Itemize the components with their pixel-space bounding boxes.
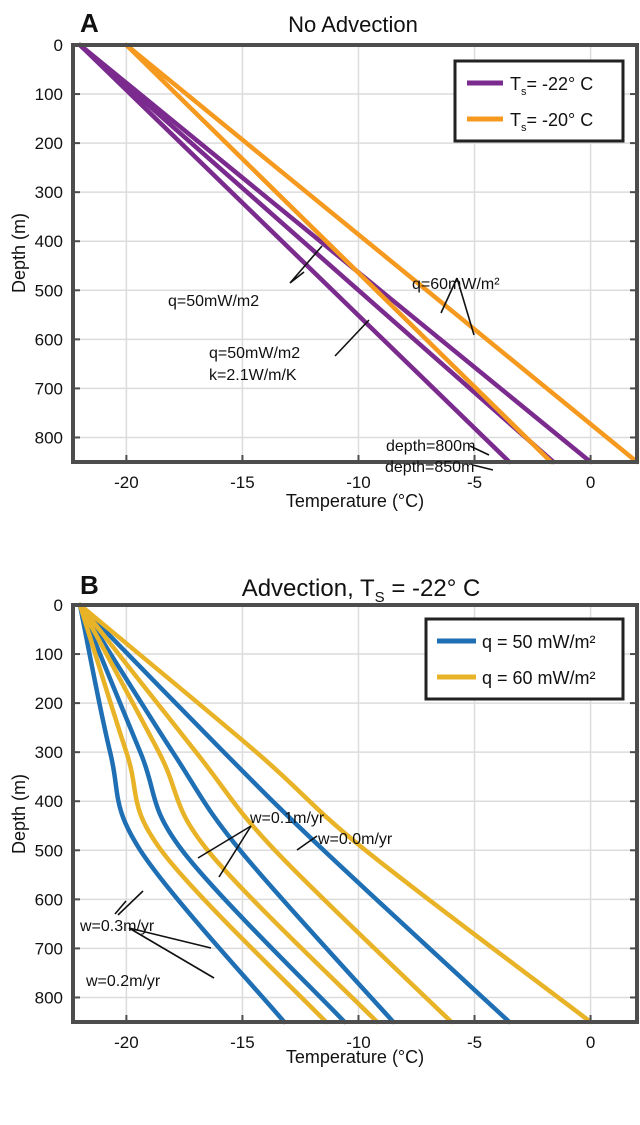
panel-b-y-tick-label: 500: [35, 841, 63, 860]
panel-b-y-tick-label: 800: [35, 988, 63, 1007]
panel-a-leader-q50: [289, 245, 323, 284]
panel-b-y-tick-label: 600: [35, 890, 63, 909]
panel-b-x-tick-label: -10: [346, 1033, 371, 1052]
panel-a-y-tick-label: 100: [35, 85, 63, 104]
panel-b-series-line-1: [77, 602, 512, 1025]
panel-b-y-label: Depth (m): [9, 774, 29, 854]
panel-b-leader-w01-2: [218, 825, 252, 878]
panel-b-y-tick-label: 300: [35, 743, 63, 762]
panel-a-x-tick-label: -15: [230, 473, 255, 492]
panel-b-letter: B: [80, 570, 99, 600]
panel-a-x-tick-label: -10: [346, 473, 371, 492]
panel-b-series-line-8: [77, 602, 329, 1025]
panel-a-y-tick-label: 400: [35, 232, 63, 251]
panel-b-y-tick-label: 0: [54, 596, 63, 615]
panel-b-x-tick-label: -5: [467, 1033, 482, 1052]
panel-a-x-tick-label: -5: [467, 473, 482, 492]
panel-b-annotation-w01: w=0.1m/yr: [249, 810, 325, 827]
panel-a-ticks: -20 -15 -10 -5 0 0 100 200 300 400 500 600 700 800: [35, 36, 637, 492]
panel-a-annotations: [289, 245, 494, 471]
panel-b-series-line-2: [77, 602, 396, 1025]
panel-a-leader-q50k: [334, 319, 370, 357]
panel-a-y-tick-label: 200: [35, 134, 63, 153]
panel-a-annotation-depth800: depth=800m: [386, 438, 475, 455]
panel-a-legend-label-1: Ts= -22° C: [510, 74, 593, 98]
panel-a-legend-label-2: Ts= -20° C: [510, 110, 593, 134]
panel-a-series-line-2: [77, 42, 556, 465]
panel-a-series-line-1: [77, 42, 512, 465]
panel-a: A No Advection -20 -15 -10 -5 0 0 100 200 300 400…: [9, 8, 640, 511]
panel-b-legend-label-1: q = 50 mW/m²: [482, 632, 596, 652]
panel-a-title: No Advection: [288, 12, 418, 37]
panel-a-y-tick-label: 0: [54, 36, 63, 55]
panel-b-series-line-6: [77, 602, 454, 1025]
panel-b-ticks: -20 -15 -10 -5 0 0 100 200 300 400 500 600 700 800: [35, 596, 637, 1052]
panel-a-y-label: Depth (m): [9, 213, 29, 293]
panel-a-title-main: No Advection: [288, 12, 418, 37]
panel-b-y-tick-label: 700: [35, 939, 63, 958]
panel-b-lines: [77, 602, 593, 1025]
panel-b-title-main: Advection, T: [242, 575, 375, 602]
panel-b: B Advection, TS = -22° C -20 -15 -10 -5 0 0 10…: [9, 570, 639, 1067]
panel-b-leader-w01-1: [197, 825, 252, 859]
panel-a-letter: A: [80, 8, 99, 38]
panel-b-title-sub: S: [375, 589, 385, 606]
panel-a-leader-q60-1: [440, 277, 458, 314]
panel-b-annotation-w00: w=0.0m/yr: [317, 831, 393, 848]
panel-a-axes-frame: [71, 43, 639, 464]
panel-b-leader-w03-2: [117, 890, 144, 916]
panel-a-series-line-4: [124, 42, 554, 465]
panel-a-y-tick-label: 800: [35, 428, 63, 447]
panel-b-series-line-4: [77, 602, 287, 1025]
panel-b-legend-box: [424, 617, 625, 701]
panel-b-y-tick-label: 200: [35, 694, 63, 713]
panel-a-annotation-depth850: depth=850m: [385, 459, 474, 476]
panel-a-series-line-3: [77, 42, 593, 465]
panel-b-series-line-3: [77, 602, 347, 1025]
panel-b-legend-label-2: q = 60 mW/m²: [482, 668, 596, 688]
panel-a-legend: Ts= -22° C Ts= -20° C: [453, 59, 625, 143]
panel-a-annotation-q50b: q=50mW/m2: [209, 345, 300, 362]
panel-a-leader-depth800: [469, 445, 490, 456]
panel-a-y-tick-label: 500: [35, 281, 63, 300]
panel-a-x-label: Temperature (°C): [286, 491, 424, 511]
panel-b-x-tick-label: -20: [114, 1033, 139, 1052]
panel-a-x-tick-label: -20: [114, 473, 139, 492]
panel-b-leader-w00: [296, 835, 318, 851]
panel-a-y-tick-label: 600: [35, 330, 63, 349]
panel-b-x-label: Temperature (°C): [286, 1047, 424, 1067]
panel-a-y-tick-label: 300: [35, 183, 63, 202]
panel-a-leader-q60-2: [456, 277, 475, 336]
panel-b-leader-w03-1: [114, 900, 127, 915]
panel-a-annotation-q60: q=60mW/m²: [412, 276, 500, 293]
panel-b-axes-frame: [71, 603, 639, 1024]
panel-b-leader-w02-1: [128, 927, 212, 949]
panel-b-y-tick-label: 400: [35, 792, 63, 811]
panel-b-annotations: [114, 825, 318, 979]
panel-a-lines: [77, 42, 640, 465]
panel-b-title: Advection, TS = -22° C: [242, 575, 481, 606]
panel-b-annotation-w02: w=0.2m/yr: [85, 973, 161, 990]
panel-a-x-tick-label: 0: [586, 473, 595, 492]
panel-a-leader-depth850: [472, 464, 494, 471]
panel-b-title-after: = -22° C: [385, 575, 481, 602]
panel-a-legend-box: [453, 59, 625, 143]
panel-b-series-line-5: [77, 602, 593, 1025]
panel-b-legend: q = 50 mW/m² q = 60 mW/m²: [424, 617, 625, 701]
panel-b-x-tick-label: 0: [586, 1033, 595, 1052]
panel-a-y-tick-label: 700: [35, 379, 63, 398]
panel-b-annotation-w03: w=0.3m/yr: [79, 918, 155, 935]
panel-a-annotation-k: k=2.1W/m/K: [209, 367, 297, 384]
panel-a-series-line-5: [124, 42, 640, 465]
panel-a-annotation-q50: q=50mW/m2: [168, 293, 259, 310]
panel-b-leader-w02-2: [128, 927, 215, 979]
panel-b-y-tick-label: 100: [35, 645, 63, 664]
panel-b-series-line-7: [77, 602, 380, 1025]
panel-b-x-tick-label: -15: [230, 1033, 255, 1052]
